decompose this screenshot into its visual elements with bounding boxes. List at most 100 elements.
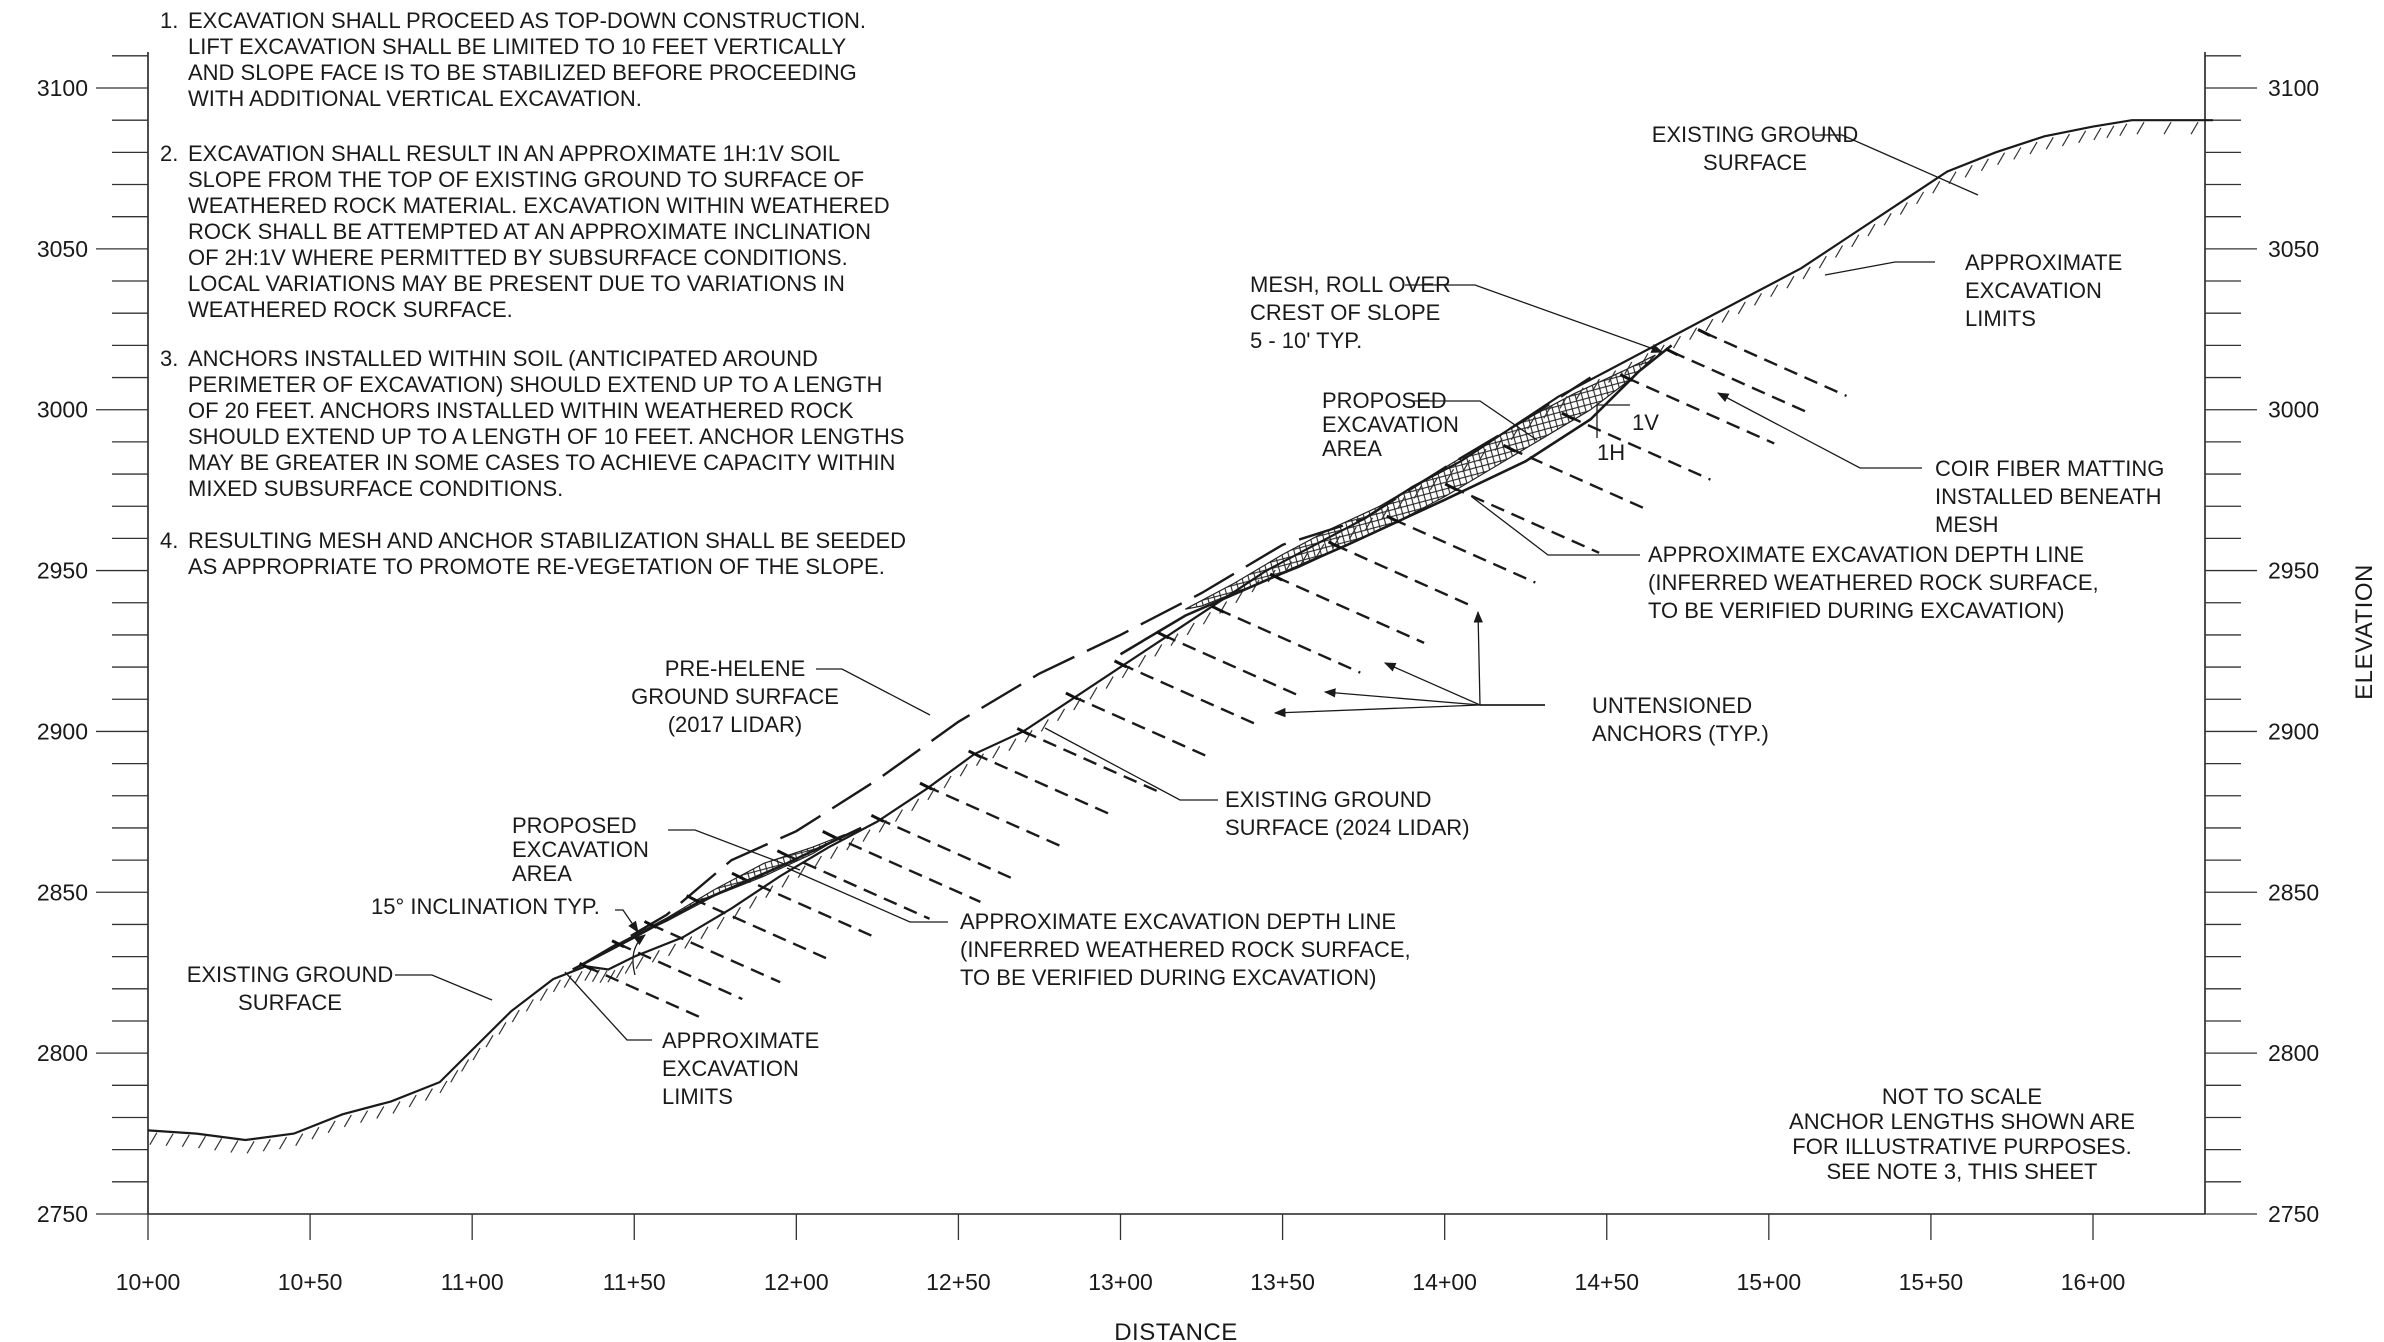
ground-hatch-mark [2190, 121, 2199, 135]
ground-hatch-mark [943, 775, 952, 789]
note-3-line: ANCHORS INSTALLED WITHIN SOIL (ANTICIPAT… [188, 346, 818, 371]
callout-mesh-roll: MESH, ROLL OVER [1250, 272, 1451, 297]
ground-hatch-mark [2045, 136, 2054, 150]
excavation-depth-line-upper [1119, 344, 1673, 656]
leader-limits-lower [564, 971, 652, 1041]
ground-hatch-mark [1705, 318, 1714, 332]
ground-hatch-mark [461, 1059, 470, 1072]
ground-hatch-mark [1105, 676, 1114, 689]
callout-proposed-area-upper: EXCAVATION [1322, 412, 1459, 437]
ground-hatch-mark [450, 1069, 459, 1083]
anchor-head [1386, 514, 1400, 524]
leader-coir [1716, 392, 1922, 469]
ground-hatch-mark [2119, 123, 2128, 136]
ground-hatch-mark [197, 1135, 207, 1149]
y-axis-title: ELEVATION [2351, 564, 2378, 700]
anchor [1120, 662, 1259, 726]
callout-approx-limits-lower: LIMITS [662, 1084, 733, 1109]
callout-inclination: 15° INCLINATION TYP. [371, 894, 600, 919]
ground-hatch-mark [2029, 141, 2038, 155]
callout-depth-line-lower: APPROXIMATE EXCAVATION DEPTH LINE [960, 909, 1396, 934]
callout-existing-2024: SURFACE (2024 LIDAR) [1225, 815, 1470, 840]
ground-hatch-mark [511, 1009, 520, 1023]
anchor [1275, 575, 1425, 644]
anchor-head [870, 813, 885, 823]
note-1-number: 1. [160, 8, 178, 33]
y-tick-label-right: 2950 [2268, 558, 2319, 584]
ground-hatch-mark [1413, 486, 1422, 499]
y-tick-label-left: 2750 [37, 1201, 88, 1227]
x-tick-label: 12+50 [926, 1269, 991, 1295]
ground-hatch-mark [1608, 370, 1617, 383]
callout-coir: COIR FIBER MATTING [1935, 456, 2164, 481]
callout-proposed-area-lower: AREA [512, 861, 572, 886]
ground-hatch-mark [624, 961, 633, 974]
ground-hatch-mark [1235, 590, 1244, 604]
anchor [1567, 415, 1711, 481]
anchor-head [1697, 328, 1711, 337]
callout-depth-line-upper: (INFERRED WEATHERED ROCK SURFACE, [1648, 570, 2099, 595]
distance-ticks [147, 1214, 2094, 1240]
ground-hatch-mark [684, 936, 693, 949]
callout-existing-ground-left: SURFACE [238, 990, 342, 1015]
pre-helene-ground-line [578, 376, 1592, 968]
ground-hatch-mark [1024, 729, 1033, 743]
ground-hatch-mark [1040, 719, 1049, 732]
anchor [1022, 730, 1161, 794]
ground-hatch-mark [1559, 395, 1568, 409]
ground-hatch-mark [1640, 353, 1649, 366]
note-2-number: 2. [160, 141, 178, 166]
callout-depth-line-upper: APPROXIMATE EXCAVATION DEPTH LINE [1648, 542, 2084, 567]
leader-anchor-1 [1473, 610, 1545, 706]
ground-hatch-mark [498, 1022, 507, 1035]
anchor [1392, 518, 1536, 584]
note-2-line: WEATHERED ROCK MATERIAL. EXCAVATION WITH… [188, 193, 890, 218]
note-3-line: SHOULD EXTEND UP TO A LENGTH OF 10 FEET.… [188, 424, 904, 449]
leader-limits-top [1824, 261, 1935, 276]
ground-hatch-mark [911, 798, 920, 812]
note-4-line: AS APPROPRIATE TO PROMOTE RE-VEGETATION … [188, 554, 885, 579]
anchor-head [1664, 347, 1679, 357]
ground-hatch-mark [1802, 266, 1811, 280]
ground-hatch-mark [262, 1138, 271, 1152]
y-tick-label-left: 2950 [37, 558, 88, 584]
callout-pre-helene: GROUND SURFACE [631, 684, 839, 709]
ground-hatch-mark [376, 1106, 385, 1119]
leader-depth-upper [1471, 496, 1640, 556]
anchor-head [822, 830, 836, 839]
anchor-head [643, 920, 658, 929]
ground-hatch-mark [2078, 130, 2087, 144]
ground-hatch-mark [149, 1132, 158, 1145]
ground-hatch-mark [716, 916, 725, 930]
anchor [1509, 447, 1648, 511]
ground-hatch-mark [1008, 738, 1017, 751]
anchor [876, 817, 1015, 881]
x-axis-title: DISTANCE [1114, 1319, 1238, 1342]
callout-slope-1v: 1V [1632, 410, 1659, 435]
anchor [1703, 331, 1848, 398]
ground-hatch-mark [584, 968, 593, 981]
ground-hatch-mark [214, 1138, 223, 1151]
ground-hatch-mark [1672, 335, 1681, 349]
callout-approx-limits-top: EXCAVATION [1965, 278, 2102, 303]
callout-not-to-scale: NOT TO SCALE [1882, 1084, 2042, 1109]
note-2-line: SLOPE FROM THE TOP OF EXISTING GROUND TO… [188, 167, 864, 192]
leader-anchor-4 [1273, 704, 1545, 718]
anchor-head [967, 749, 982, 759]
ground-hatch-mark [525, 999, 534, 1012]
note-2-line: ROCK SHALL BE ATTEMPTED AT AN APPROXIMAT… [188, 219, 871, 244]
ground-hatch-mark [1689, 327, 1698, 340]
ground-hatch-mark [1916, 191, 1925, 205]
anchor [828, 833, 981, 903]
anchor [974, 752, 1113, 817]
anchor [692, 897, 829, 961]
anchor [737, 875, 880, 940]
untensioned-anchors [578, 328, 1848, 1021]
y-tick-label-right: 3100 [2268, 75, 2319, 101]
leader-proposed-upper [1412, 400, 1538, 441]
callout-mesh-roll: CREST OF SLOPE [1250, 300, 1440, 325]
note-3-line: PERIMETER OF EXCAVATION) SHOULD EXTEND U… [188, 372, 882, 397]
callout-proposed-area-upper: AREA [1322, 436, 1382, 461]
callout-anchors: UNTENSIONED [1592, 693, 1752, 718]
y-tick-label-right: 3000 [2268, 397, 2319, 423]
